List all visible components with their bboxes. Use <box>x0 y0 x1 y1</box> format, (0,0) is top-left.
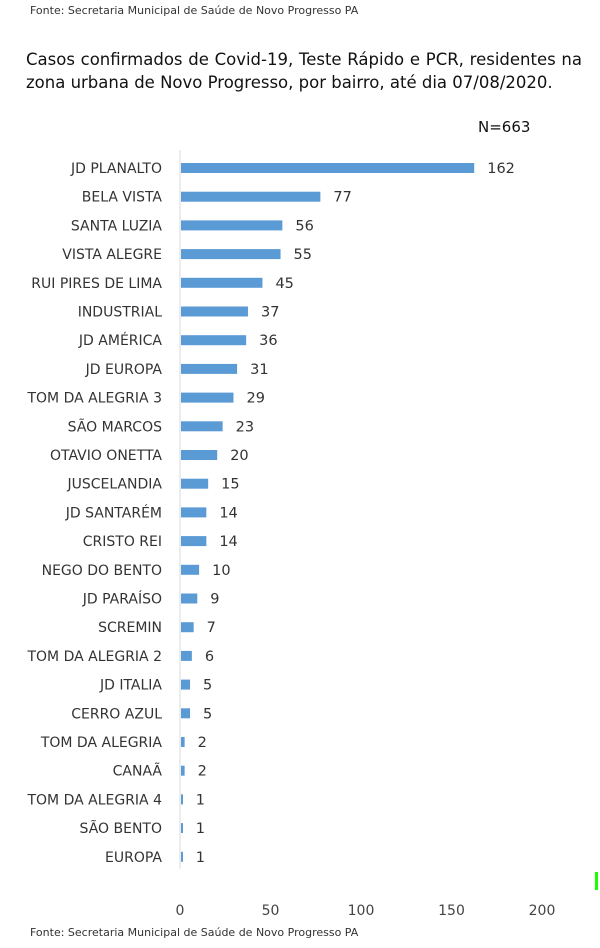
bar <box>181 277 263 288</box>
category-label: JD SANTARÉM <box>65 504 162 521</box>
category-label: VISTA ALEGRE <box>62 247 162 263</box>
bar <box>181 794 183 805</box>
category-label: SÃO MARCOS <box>68 418 162 435</box>
category-label: BELA VISTA <box>82 190 163 206</box>
data-label: 1 <box>196 821 205 837</box>
bar <box>181 593 198 604</box>
x-tick-label: 0 <box>176 903 185 915</box>
category-label: TOM DA ALEGRIA 4 <box>26 792 162 808</box>
data-label: 5 <box>203 678 212 694</box>
data-label: 2 <box>198 735 207 751</box>
bar <box>181 679 191 690</box>
data-label: 10 <box>212 563 230 579</box>
category-label: JD EUROPA <box>85 362 163 378</box>
data-label: 20 <box>230 448 248 464</box>
data-label: 23 <box>236 419 254 435</box>
bar <box>181 335 247 346</box>
category-label: EUROPA <box>105 850 162 866</box>
bar <box>181 220 283 231</box>
data-label: 1 <box>196 850 205 866</box>
bar <box>181 507 207 518</box>
data-label: 14 <box>219 505 237 521</box>
data-label: 5 <box>203 706 212 722</box>
category-label: CRISTO REI <box>83 534 162 550</box>
data-label: 9 <box>210 592 219 608</box>
bar <box>181 708 191 719</box>
source-note-top: Fonte: Secretaria Municipal de Saúde de … <box>30 4 359 17</box>
bar <box>181 363 238 374</box>
category-label: NEGO DO BENTO <box>42 563 162 579</box>
bar <box>181 650 192 661</box>
bar <box>181 163 475 173</box>
category-label: TOM DA ALEGRIA <box>40 735 163 751</box>
data-label: 2 <box>198 764 207 780</box>
data-label: 36 <box>259 333 277 349</box>
x-tick-label: 200 <box>529 903 556 915</box>
category-label: JD AMÉRICA <box>78 332 162 349</box>
category-label: RUI PIRES DE LIMA <box>31 276 162 292</box>
green-marker <box>595 872 598 890</box>
data-label: 14 <box>219 534 237 550</box>
category-label: JD ITALIA <box>99 678 162 694</box>
bar <box>181 536 207 547</box>
category-label: TOM DA ALEGRIA 2 <box>26 649 162 665</box>
bar <box>181 191 321 202</box>
bar <box>181 564 200 575</box>
x-tick-label: 50 <box>262 903 280 915</box>
category-label: SANTA LUZIA <box>71 218 163 234</box>
data-label: 31 <box>250 362 268 378</box>
data-label: 7 <box>207 620 216 636</box>
category-label: TOM DA ALEGRIA 3 <box>26 391 162 407</box>
data-label: 15 <box>221 477 239 493</box>
bar <box>181 306 248 317</box>
bar <box>181 392 234 403</box>
x-tick-label: 150 <box>438 903 465 915</box>
sample-size-label: N=663 <box>478 118 531 136</box>
bar <box>181 765 185 776</box>
category-label: SÃO BENTO <box>80 820 162 837</box>
data-label: 77 <box>333 190 351 206</box>
bar <box>181 737 185 747</box>
category-label: OTAVIO ONETTA <box>50 448 162 464</box>
data-label: 162 <box>487 161 515 177</box>
bar <box>181 478 209 489</box>
data-label: 37 <box>261 305 279 321</box>
category-label: CANAÃ <box>113 763 163 780</box>
data-label: 55 <box>294 247 312 263</box>
bar <box>181 450 218 460</box>
category-label: INDUSTRIAL <box>78 305 163 321</box>
category-label: JD PLANALTO <box>70 161 162 177</box>
data-label: 1 <box>196 792 205 808</box>
data-label: 29 <box>246 391 264 407</box>
data-label: 56 <box>295 218 313 234</box>
category-label: SCREMIN <box>98 620 162 636</box>
x-tick-label: 100 <box>348 903 375 915</box>
bar <box>181 622 194 633</box>
data-label: 6 <box>205 649 214 665</box>
bar <box>181 851 183 862</box>
bar <box>181 421 223 432</box>
category-label: JD PARAÍSO <box>82 591 162 608</box>
source-note-bottom: Fonte: Secretaria Municipal de Saúde de … <box>30 926 359 939</box>
bar <box>181 249 281 260</box>
data-label: 45 <box>275 276 293 292</box>
chart-title: Casos confirmados de Covid-19, Teste Ráp… <box>26 50 582 92</box>
category-label: JUSCELANDIA <box>66 477 162 493</box>
category-label: CERRO AZUL <box>71 706 162 722</box>
bar <box>181 823 183 834</box>
